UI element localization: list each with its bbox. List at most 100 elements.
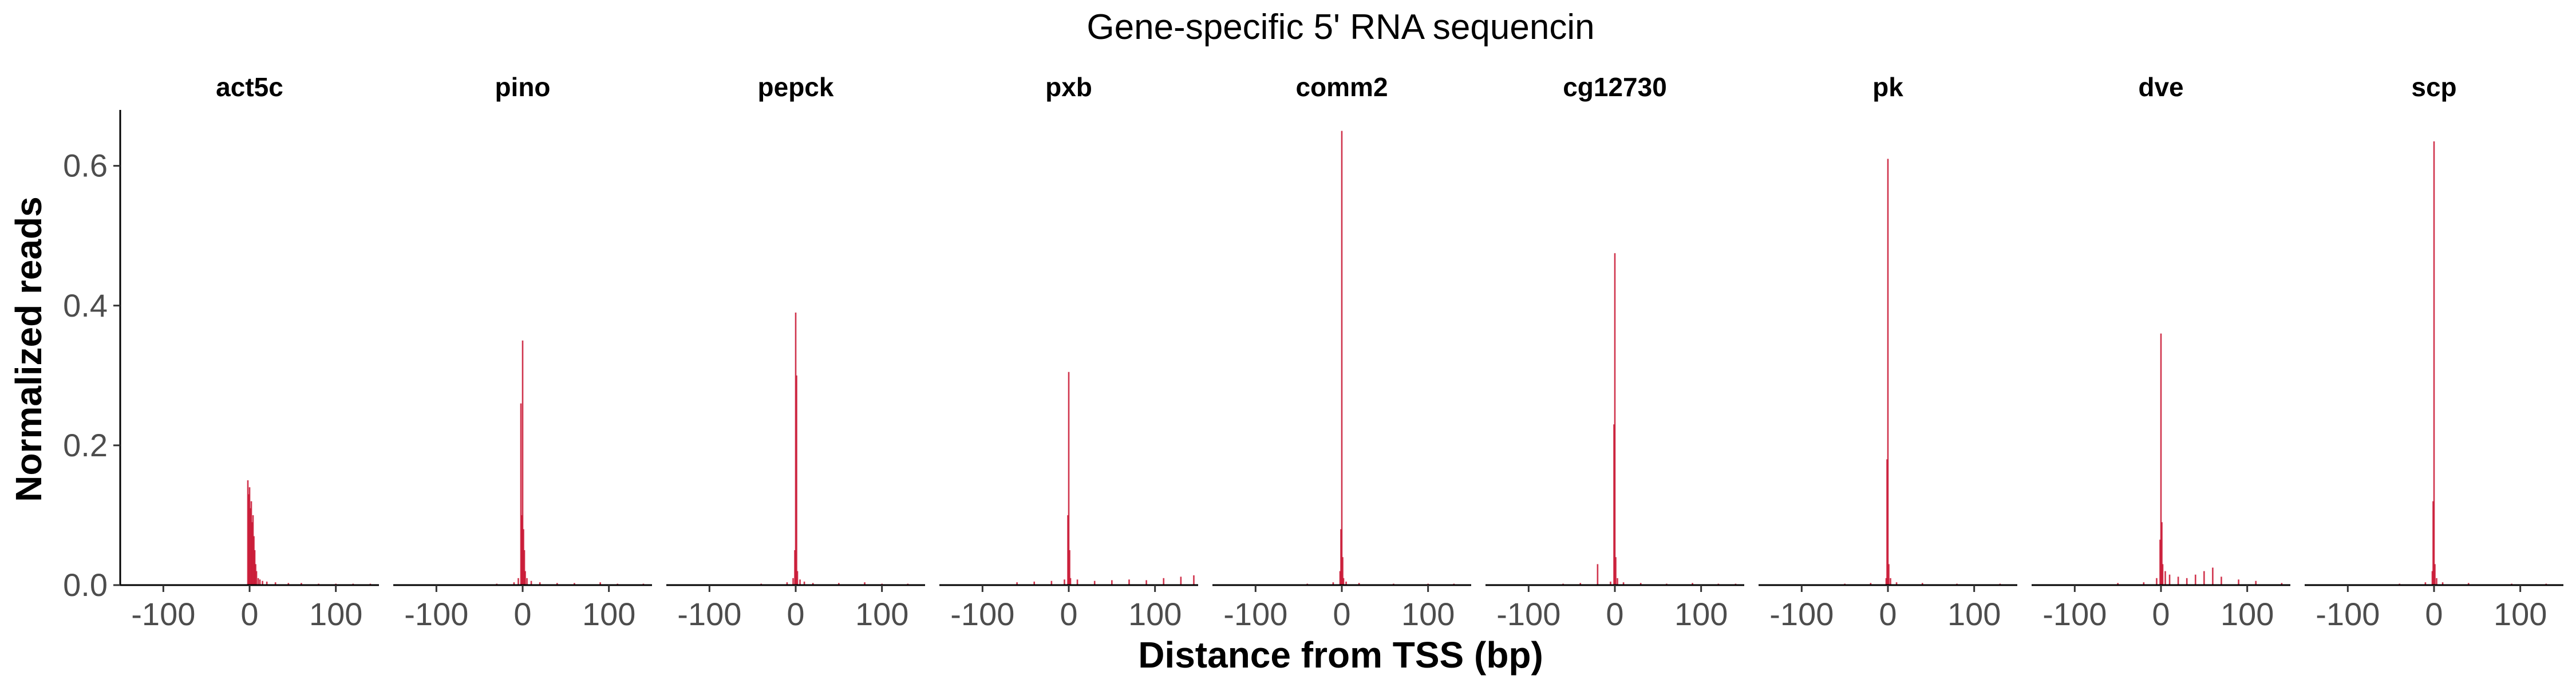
data-bar <box>248 487 251 585</box>
data-bar <box>1339 571 1341 585</box>
x-tick-label: -100 <box>131 596 195 632</box>
data-bar <box>250 508 251 585</box>
data-bar <box>255 571 258 585</box>
data-bar <box>1885 578 1887 585</box>
data-bar <box>1622 582 1625 585</box>
data-bar <box>513 582 515 585</box>
data-bar <box>795 312 797 585</box>
x-tick-label: 0 <box>2152 596 2170 632</box>
data-bar <box>1050 581 1053 585</box>
data-bar <box>1610 581 1611 585</box>
data-bar <box>1887 159 1889 585</box>
facet-panel-pino: pino -100 0 100 <box>393 72 652 632</box>
y-tick-label: 0.4 <box>63 287 108 323</box>
data-bar <box>274 582 276 585</box>
data-bar <box>1615 557 1617 585</box>
data-bar <box>1067 515 1069 585</box>
data-bar <box>1180 577 1182 585</box>
data-bar <box>1870 583 1872 585</box>
data-bar <box>259 579 261 585</box>
x-tick-label: 0 <box>1879 596 1897 632</box>
data-bar <box>2255 581 2257 585</box>
data-bar <box>523 529 524 585</box>
data-bar <box>2156 578 2158 585</box>
data-bar <box>796 571 799 585</box>
x-tick-label: 0 <box>240 596 258 632</box>
data-bar <box>1111 580 1113 585</box>
x-tick-label: 0 <box>1333 596 1350 632</box>
facet-panel-cg12730: cg12730 -100 0 100 <box>1485 72 1744 632</box>
data-bar <box>2281 583 2283 585</box>
x-tick-label: 100 <box>582 596 635 632</box>
data-bar <box>864 582 866 585</box>
y-axis-title: Normalized reads <box>8 196 49 502</box>
x-tick-label: -100 <box>950 596 1014 632</box>
data-bar <box>1358 583 1360 585</box>
data-bar <box>1064 579 1065 585</box>
data-bar <box>1340 529 1342 585</box>
facet-panel-pk: pk -100 0 100 <box>1759 72 2017 632</box>
y-tick-label: 0.0 <box>63 567 108 603</box>
data-bar <box>301 583 302 585</box>
data-bar <box>252 515 254 585</box>
data-bar <box>2431 571 2433 585</box>
data-bar <box>2436 578 2437 585</box>
data-bar <box>521 340 524 585</box>
facet-label: pino <box>495 72 550 102</box>
data-bar <box>2212 567 2214 585</box>
x-tick-label: 0 <box>513 596 531 632</box>
data-bar <box>253 536 255 585</box>
data-bar <box>792 578 794 585</box>
facet-label: cg12730 <box>1563 72 1667 102</box>
data-bar <box>1614 253 1616 585</box>
x-tick-label: 0 <box>787 596 804 632</box>
data-bar <box>287 583 290 585</box>
facet-panel-dve: dve -100 0 100 <box>2032 72 2290 632</box>
data-bar <box>1890 578 1891 585</box>
data-bar <box>1342 557 1344 585</box>
data-bar <box>2161 522 2163 585</box>
data-bar <box>1076 579 1078 585</box>
x-tick-label: -100 <box>1769 596 1834 632</box>
data-bar <box>786 582 788 585</box>
data-bar <box>1579 583 1582 585</box>
data-bar <box>2162 564 2164 585</box>
x-tick-label: 0 <box>1606 596 1623 632</box>
data-bar <box>1068 372 1070 585</box>
data-bar <box>526 578 528 585</box>
data-bar <box>1069 578 1072 585</box>
x-tick-label: 100 <box>2221 596 2274 632</box>
x-tick-label: -100 <box>404 596 468 632</box>
data-bar <box>2434 564 2436 585</box>
facet-panel-pxb: pxb -100 0 100 <box>939 72 1198 632</box>
data-bar <box>1692 583 1693 585</box>
facet-panel-act5c: act5c -100 0 100 <box>120 72 379 632</box>
x-tick-label: 100 <box>309 596 362 632</box>
data-bar <box>1016 582 1018 585</box>
data-bar <box>250 501 252 585</box>
data-bar <box>803 581 805 585</box>
data-bar <box>799 579 801 585</box>
x-tick-label: 100 <box>2494 596 2547 632</box>
data-bar <box>1193 575 1195 585</box>
x-tick-label: 0 <box>2425 596 2443 632</box>
data-bar <box>539 582 541 585</box>
data-bar <box>523 550 526 585</box>
data-bar <box>2164 571 2166 585</box>
facet-label: scp <box>2411 72 2456 102</box>
facet-label: pepck <box>758 72 834 102</box>
x-tick-label: 100 <box>1128 596 1182 632</box>
data-bar <box>1069 550 1070 585</box>
y-tick-label: 0.6 <box>63 148 108 184</box>
facet-panel-comm2: comm2 -100 0 100 <box>1212 72 1471 632</box>
data-bar <box>521 515 523 585</box>
data-bar <box>1597 564 1599 585</box>
x-tick-label: -100 <box>677 596 741 632</box>
data-bar <box>262 581 263 585</box>
data-bar <box>574 583 575 585</box>
data-bar <box>1617 578 1618 585</box>
facet-panel-scp: scp -100 0 100 <box>2305 72 2563 632</box>
data-bar <box>2194 574 2196 585</box>
y-axis: 0.0 0.2 0.4 0.6 <box>63 110 121 603</box>
data-bar <box>520 403 522 585</box>
